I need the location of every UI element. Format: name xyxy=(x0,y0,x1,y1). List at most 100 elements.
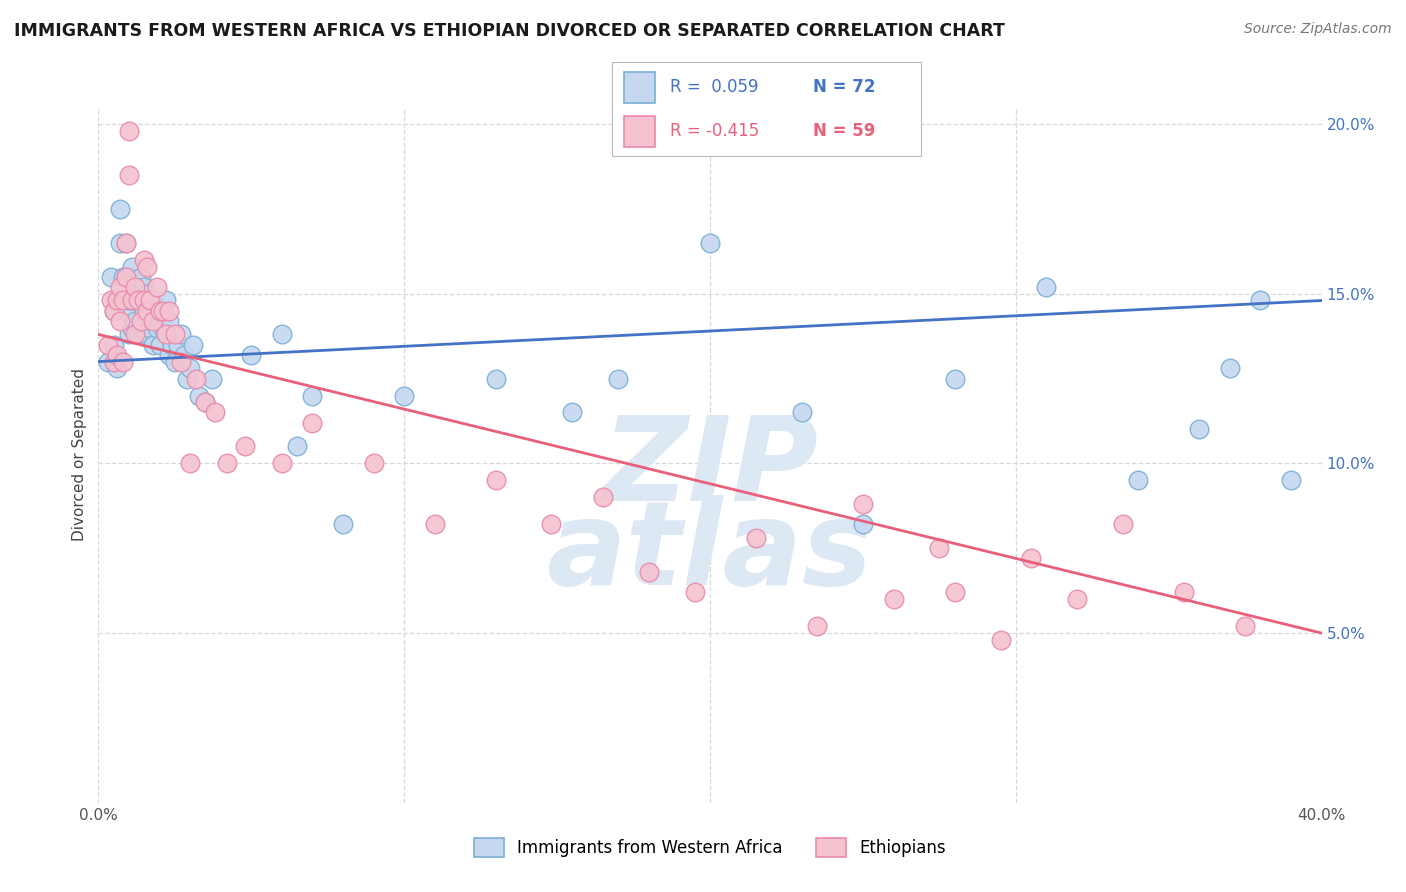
Point xyxy=(163,327,186,342)
Point xyxy=(108,314,131,328)
Point xyxy=(167,337,190,351)
Point xyxy=(145,320,167,334)
Point xyxy=(105,361,128,376)
Point xyxy=(142,293,165,308)
Point xyxy=(134,280,156,294)
Point xyxy=(607,371,630,385)
Point xyxy=(215,457,238,471)
Point xyxy=(170,354,193,368)
Point xyxy=(111,293,134,308)
Point xyxy=(118,124,141,138)
Point xyxy=(105,293,128,308)
Point xyxy=(1173,585,1195,599)
Point xyxy=(108,280,131,294)
Point xyxy=(134,293,156,308)
Point xyxy=(683,585,706,599)
Point xyxy=(485,371,508,385)
Point xyxy=(136,303,159,318)
Point xyxy=(105,348,128,362)
Point xyxy=(118,269,141,284)
Point xyxy=(240,348,263,362)
Point xyxy=(186,371,208,385)
Point xyxy=(115,303,138,318)
Point xyxy=(181,337,204,351)
Point xyxy=(97,337,120,351)
Point xyxy=(270,457,292,471)
Point xyxy=(592,491,614,505)
Point xyxy=(127,286,149,301)
Point xyxy=(115,235,138,250)
Point xyxy=(392,388,416,402)
Point xyxy=(124,327,146,342)
Point xyxy=(173,348,195,362)
Point xyxy=(990,632,1012,647)
Point xyxy=(170,327,193,342)
Point xyxy=(115,235,138,250)
Point xyxy=(149,303,172,318)
Point xyxy=(194,395,217,409)
Point xyxy=(152,303,174,318)
Point xyxy=(1279,474,1302,488)
Point xyxy=(806,619,828,633)
Point xyxy=(155,293,177,308)
Point xyxy=(332,517,354,532)
Point xyxy=(285,439,308,453)
Point xyxy=(134,252,156,267)
Point xyxy=(121,320,143,334)
Point xyxy=(1128,474,1150,488)
Point xyxy=(118,168,141,182)
Point xyxy=(157,303,180,318)
Point xyxy=(118,327,141,342)
Bar xyxy=(624,116,655,147)
Point xyxy=(111,293,134,308)
Point xyxy=(134,303,156,318)
Point xyxy=(561,405,583,419)
Point xyxy=(100,293,122,308)
Point xyxy=(129,293,152,308)
Point xyxy=(943,371,966,385)
Point xyxy=(127,327,149,342)
Text: N = 72: N = 72 xyxy=(813,78,875,96)
Point xyxy=(127,293,149,308)
Point xyxy=(637,565,661,579)
Point xyxy=(97,354,120,368)
Point xyxy=(105,293,128,308)
Bar xyxy=(624,72,655,103)
Text: atlas: atlas xyxy=(547,495,873,610)
Point xyxy=(943,585,966,599)
Point xyxy=(1188,422,1211,436)
Text: N = 59: N = 59 xyxy=(813,122,875,140)
Point xyxy=(157,348,180,362)
Point xyxy=(1249,293,1271,308)
Point xyxy=(485,474,508,488)
Point xyxy=(103,303,125,318)
Point xyxy=(136,260,159,274)
Point xyxy=(111,269,134,284)
Point xyxy=(790,405,813,419)
Point xyxy=(149,303,172,318)
Point xyxy=(176,371,198,385)
Point xyxy=(163,354,186,368)
Point xyxy=(270,327,292,342)
Point xyxy=(139,320,162,334)
Text: ZIP: ZIP xyxy=(602,411,818,526)
Point xyxy=(1066,592,1088,607)
Point xyxy=(852,517,875,532)
Point xyxy=(152,320,174,334)
Point xyxy=(103,354,125,368)
Point xyxy=(145,280,167,294)
Point xyxy=(540,517,562,532)
Point xyxy=(103,303,125,318)
Point xyxy=(233,439,256,453)
Point xyxy=(129,314,152,328)
Point xyxy=(139,293,162,308)
Point xyxy=(124,280,146,294)
Point xyxy=(699,235,721,250)
Point xyxy=(301,388,323,402)
Point xyxy=(129,269,152,284)
Legend: Immigrants from Western Africa, Ethiopians: Immigrants from Western Africa, Ethiopia… xyxy=(467,831,953,864)
Point xyxy=(200,371,222,385)
Point xyxy=(160,337,183,351)
Point xyxy=(139,293,162,308)
Point xyxy=(115,269,138,284)
